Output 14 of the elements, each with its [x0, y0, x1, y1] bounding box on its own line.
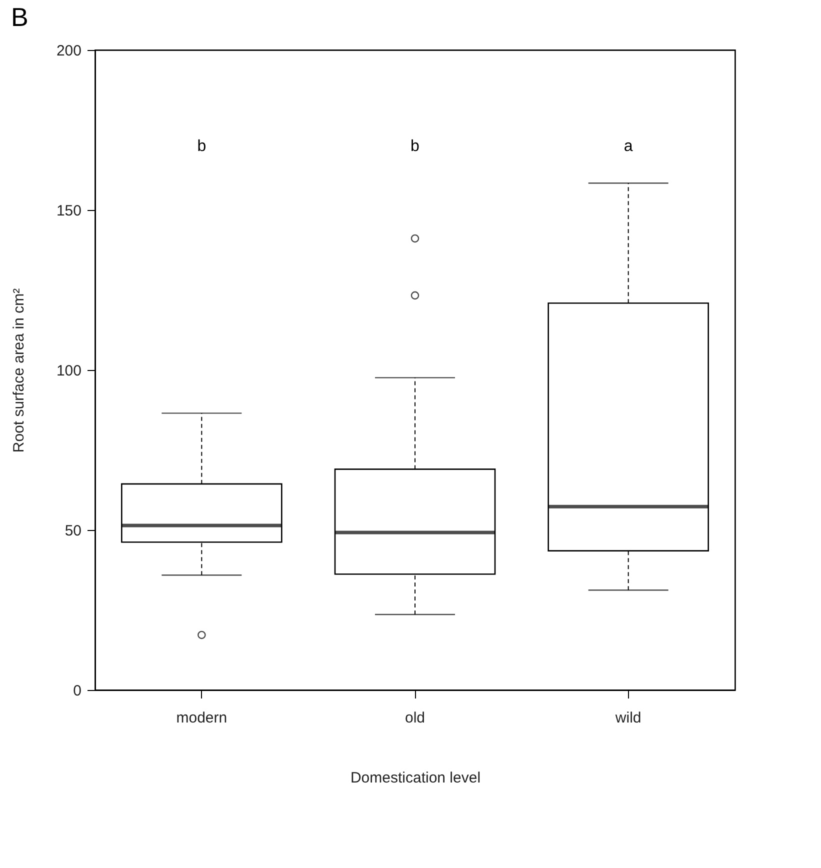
x-tick-label: wild — [614, 710, 642, 726]
annotation: b — [410, 138, 420, 155]
chart-title: B — [10, 2, 28, 32]
y-tick-label: 200 — [56, 42, 82, 60]
annotation: b — [197, 138, 206, 155]
y-tick-label: 0 — [73, 682, 82, 700]
y-axis-title: Root surface area in cm² — [10, 288, 28, 453]
x-tick-label: old — [404, 710, 426, 726]
y-tick-label: 50 — [64, 522, 82, 540]
x-tick-label: modern — [176, 710, 228, 726]
y-tick-label: 150 — [56, 202, 82, 220]
annotation: a — [624, 138, 633, 155]
x-axis-title: Domestication level — [350, 770, 481, 786]
y-tick-label: 100 — [56, 362, 82, 380]
